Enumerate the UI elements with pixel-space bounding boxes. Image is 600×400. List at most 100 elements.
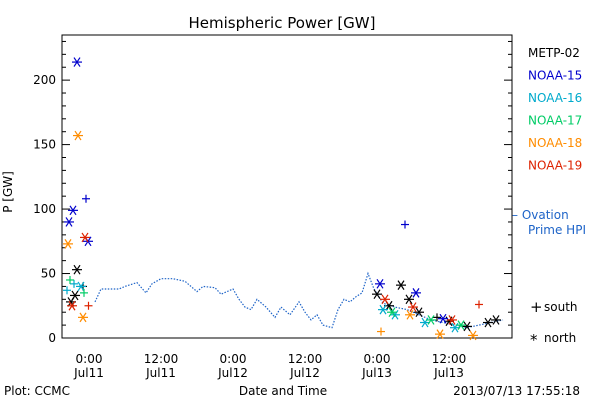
point-noaa-18-4 bbox=[405, 309, 415, 320]
x-tick-label-time: 12:00 bbox=[288, 352, 323, 366]
series-noaa-19 bbox=[67, 232, 483, 325]
point-noaa-16-3 bbox=[378, 304, 388, 315]
star-mark-d2 bbox=[439, 313, 447, 324]
x-tick-label-date: Jul13 bbox=[433, 366, 464, 380]
legend-metp-02: METP-02 bbox=[528, 46, 580, 60]
point-noaa-15-7 bbox=[411, 288, 421, 298]
star-mark-d2 bbox=[73, 57, 81, 67]
star-mark-d2 bbox=[448, 315, 456, 325]
star-mark-d2 bbox=[457, 320, 465, 330]
point-noaa-19-2 bbox=[84, 301, 93, 310]
x-tick-label-time: 0:00 bbox=[220, 352, 247, 366]
point-noaa-15-2 bbox=[72, 57, 82, 67]
point-noaa-17-4 bbox=[456, 320, 466, 330]
point-noaa-18-5 bbox=[435, 329, 445, 339]
y-tick-label: 150 bbox=[33, 138, 56, 152]
x-tick-label-date: Jul12 bbox=[289, 366, 320, 380]
star-mark-d2 bbox=[409, 302, 417, 312]
legend-noaa-15: NOAA-15 bbox=[528, 69, 582, 83]
chart-title: Hemispheric Power [GW] bbox=[189, 14, 376, 32]
point-noaa-19-1 bbox=[80, 232, 90, 243]
x-axis-label: Date and Time bbox=[239, 384, 327, 398]
point-metp-02-1 bbox=[70, 290, 80, 301]
point-noaa-16-0 bbox=[63, 286, 71, 295]
point-noaa-17-2 bbox=[387, 307, 397, 318]
point-metp-02-7 bbox=[404, 294, 414, 305]
x-tick-label-date: Jul11 bbox=[145, 366, 176, 380]
x-tick-label-date: Jul12 bbox=[217, 366, 248, 380]
point-metp-02-8 bbox=[414, 307, 424, 318]
x-tick-label-time: 12:00 bbox=[144, 352, 179, 366]
point-noaa-15-8 bbox=[438, 313, 448, 324]
star-mark-d2 bbox=[492, 315, 500, 325]
star-mark-d2 bbox=[415, 307, 423, 318]
legend-ovation-line2: Prime HPI bbox=[528, 223, 586, 237]
point-noaa-19-3 bbox=[380, 294, 390, 305]
point-noaa-19-0 bbox=[67, 300, 77, 311]
star-mark-d2 bbox=[388, 307, 396, 318]
marker-legend-south-symbol: + bbox=[530, 298, 543, 316]
point-noaa-18-6 bbox=[468, 330, 478, 341]
marker-legend-north-symbol: * bbox=[530, 331, 538, 349]
star-mark-d2 bbox=[77, 281, 85, 292]
x-tick-label-date: Jul11 bbox=[73, 366, 104, 380]
star-mark-d2 bbox=[379, 304, 387, 315]
series-noaa-17 bbox=[66, 275, 466, 330]
y-tick-label: 0 bbox=[48, 331, 56, 345]
plot-area: 0501001502000:00Jul1112:00Jul110:00Jul12… bbox=[33, 34, 513, 380]
point-noaa-15-0 bbox=[64, 217, 74, 227]
point-noaa-18-2 bbox=[78, 312, 88, 323]
marker-legend: + south * north bbox=[530, 298, 578, 349]
point-noaa-18-3 bbox=[377, 327, 385, 336]
y-axis-label: P [GW] bbox=[1, 171, 15, 213]
star-mark-d2 bbox=[412, 288, 420, 298]
star-mark-d2 bbox=[73, 264, 81, 275]
star-mark-d2 bbox=[427, 315, 435, 325]
point-noaa-16-2 bbox=[76, 281, 86, 292]
ovation-line bbox=[94, 271, 504, 329]
star-mark-d2 bbox=[436, 329, 444, 339]
point-noaa-15-3 bbox=[82, 194, 90, 203]
star-mark-d2 bbox=[406, 309, 414, 320]
point-metp-02-4 bbox=[372, 289, 382, 299]
point-metp-02-13 bbox=[491, 315, 501, 325]
star-mark-d2 bbox=[469, 330, 477, 341]
y-tick-label: 200 bbox=[33, 73, 56, 87]
star-mark-d2 bbox=[71, 290, 79, 301]
point-noaa-19-5 bbox=[447, 315, 457, 325]
point-noaa-15-5 bbox=[375, 279, 385, 289]
legend-noaa-19: NOAA-19 bbox=[528, 159, 582, 173]
star-mark-d2 bbox=[405, 294, 413, 305]
star-mark-d2 bbox=[484, 317, 492, 328]
legend-ovation-line1: – Ovation bbox=[512, 208, 569, 222]
point-noaa-16-1 bbox=[70, 279, 78, 288]
star-mark-d2 bbox=[74, 130, 82, 141]
series-noaa-18 bbox=[63, 130, 478, 341]
x-tick-label-time: 0:00 bbox=[76, 352, 103, 366]
star-mark-d2 bbox=[381, 294, 389, 305]
star-mark-d2 bbox=[79, 312, 87, 323]
point-metp-02-6 bbox=[396, 280, 406, 290]
point-metp-02-2 bbox=[72, 264, 82, 275]
legend-noaa-17: NOAA-17 bbox=[528, 114, 582, 128]
star-mark-d2 bbox=[376, 279, 384, 289]
point-noaa-17-3 bbox=[426, 315, 436, 325]
point-noaa-17-1 bbox=[80, 288, 88, 297]
point-noaa-17-0 bbox=[66, 275, 74, 284]
plot-frame-box bbox=[61, 34, 513, 339]
star-mark-d2 bbox=[81, 232, 89, 243]
series-noaa-15 bbox=[64, 57, 448, 324]
point-metp-02-12 bbox=[483, 317, 493, 328]
footer-source: Plot: CCMC bbox=[4, 384, 70, 398]
point-metp-02-9 bbox=[433, 313, 441, 322]
point-noaa-19-6 bbox=[475, 300, 483, 309]
star-mark-d2 bbox=[463, 321, 471, 332]
point-noaa-18-1 bbox=[73, 130, 83, 141]
legend: METP-02 NOAA-15 NOAA-16 NOAA-17 NOAA-18 NOAA-… bbox=[512, 46, 586, 237]
legend-noaa-16: NOAA-16 bbox=[528, 91, 582, 105]
star-mark-d2 bbox=[373, 289, 381, 299]
point-metp-02-11 bbox=[462, 321, 472, 332]
x-tick-label-time: 12:00 bbox=[432, 352, 467, 366]
point-noaa-15-6 bbox=[401, 220, 409, 229]
y-tick-label: 100 bbox=[33, 202, 56, 216]
